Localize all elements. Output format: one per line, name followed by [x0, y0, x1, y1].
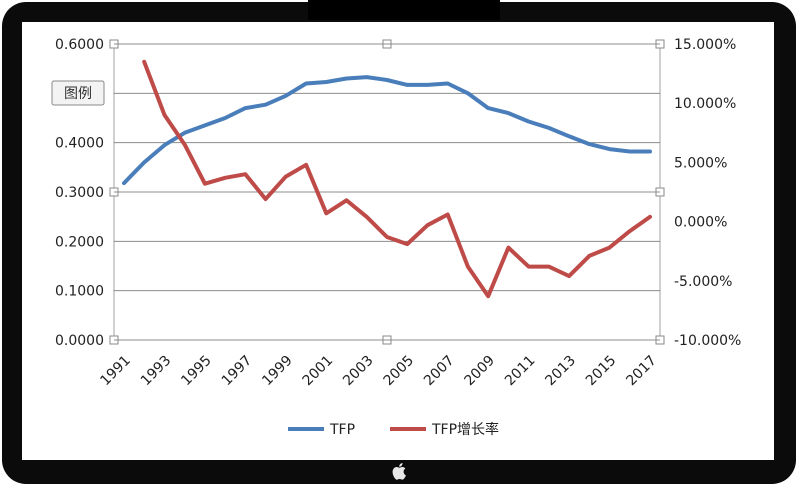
x-tick-label: 1993	[138, 353, 175, 390]
tooltip-box	[51, 80, 105, 106]
gridlines	[114, 43, 660, 341]
y-right-tick-label: -5.000%	[674, 274, 732, 290]
x-axis: 1991 1993 1995 1997 1999 2001 2003 2005 2007 2009…	[97, 353, 660, 390]
legend-label: TFP	[329, 422, 355, 438]
screen: 0.00000.10000.20000.30000.40000.50000.60…	[22, 22, 774, 460]
apple-icon	[392, 463, 406, 480]
legend-tooltip: 图例	[51, 80, 105, 106]
x-tick-label: 2009	[462, 353, 499, 390]
legend-label: TFP增长率	[431, 421, 499, 438]
y-right-tick-label: 0.000%	[674, 215, 727, 231]
x-tick-label: 1999	[259, 353, 296, 390]
y-left-tick-label: 0.6000	[55, 37, 104, 53]
x-tick-label: 1995	[178, 353, 215, 390]
series-lines	[122, 59, 652, 299]
x-tick-label: 2013	[542, 353, 579, 390]
device-camera-bar	[308, 0, 500, 20]
x-tick-label: 2005	[381, 353, 418, 390]
x-tick-label: 2011	[502, 353, 539, 390]
y-right-tick-label: 15.000%	[674, 37, 736, 53]
y-right-tick-label: 10.000%	[674, 96, 736, 112]
y-right-tick-label: 5.000%	[674, 155, 727, 171]
y-left-tick-label: 0.1000	[55, 284, 104, 300]
y-axis-right: -10.000% -5.000% 0.000% 5.000% 10.000% 15.000…	[674, 37, 741, 349]
tooltip-label: 图例	[64, 86, 92, 102]
x-tick-label: 1991	[97, 353, 134, 390]
y-left-tick-label: 0.0000	[55, 333, 104, 349]
x-tick-label: 2007	[421, 353, 458, 390]
y-right-tick-label: -10.000%	[674, 333, 741, 349]
y-left-tick-label: 0.3000	[55, 185, 104, 201]
x-tick-label: 2017	[623, 353, 660, 390]
line-chart: 0.00000.10000.20000.30000.40000.50000.60…	[51, 37, 741, 438]
series-line-tfp-growth[interactable]	[142, 59, 652, 299]
x-tick-label: 1997	[219, 353, 256, 390]
x-tick-label: 2001	[300, 353, 337, 390]
x-tick-label: 2003	[340, 353, 377, 390]
y-left-tick-label: 0.2000	[55, 234, 104, 250]
legend[interactable]: TFP TFP增长率	[288, 421, 499, 438]
x-tick-label: 2015	[583, 353, 620, 390]
series-line-tfp[interactable]	[122, 75, 652, 186]
y-left-tick-label: 0.4000	[55, 136, 104, 152]
